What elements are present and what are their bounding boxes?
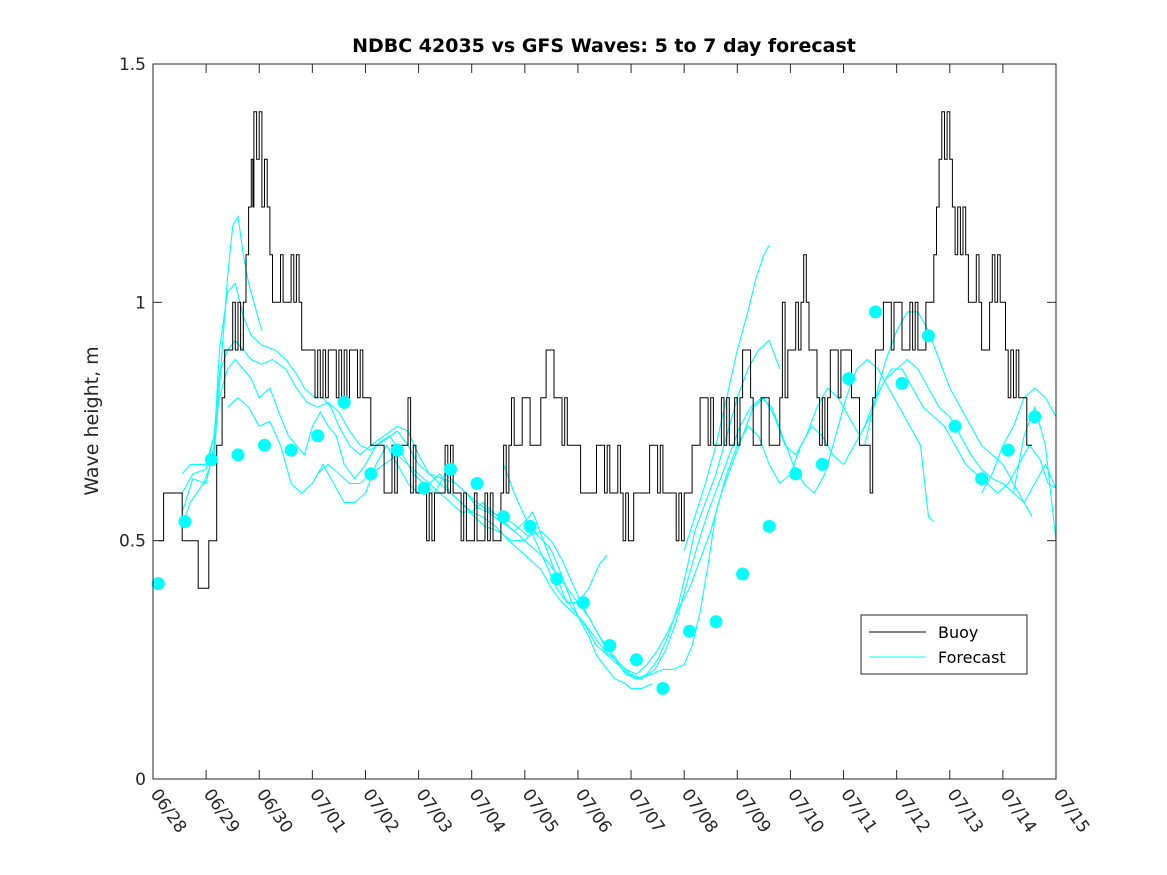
forecast-marker — [284, 443, 298, 457]
forecast-marker — [629, 653, 643, 667]
forecast-marker — [922, 329, 935, 343]
forecast-marker — [151, 577, 165, 591]
forecast-marker — [204, 453, 218, 467]
forecast-marker — [762, 519, 776, 533]
y-tick-label: 1 — [135, 293, 146, 313]
forecast-marker — [1028, 410, 1042, 424]
legend-box — [860, 614, 1028, 675]
x-tick-label: 07/04 — [465, 785, 509, 837]
forecast-marker — [550, 572, 564, 586]
forecast-marker — [868, 305, 882, 319]
x-tick-label: 07/12 — [890, 785, 934, 837]
y-tick-label: 1.5 — [119, 55, 146, 75]
forecast-marker — [311, 429, 325, 443]
x-tick-label: 07/08 — [677, 785, 721, 837]
x-tick-label: 07/06 — [571, 785, 615, 837]
x-tick-label: 07/09 — [730, 785, 774, 837]
y-tick-label: 0 — [135, 770, 146, 790]
forecast-line — [864, 311, 1033, 518]
forecast-line — [1012, 405, 1057, 541]
forecast-line — [181, 214, 263, 527]
x-tick-label: 07/13 — [943, 785, 987, 837]
forecast-marker — [576, 596, 590, 610]
forecast-marker — [231, 448, 245, 462]
forecast-marker — [390, 443, 404, 457]
forecast-marker — [789, 467, 803, 481]
x-tick-label: 07/14 — [996, 785, 1040, 837]
plot-frame — [152, 63, 1057, 780]
x-tick-label: 07/03 — [411, 785, 455, 837]
forecast-marker — [470, 477, 484, 490]
forecast-line — [503, 464, 608, 604]
forecast-marker — [1001, 443, 1015, 457]
forecast-marker — [497, 510, 511, 524]
forecast-marker — [683, 624, 696, 638]
forecast-line — [683, 244, 770, 551]
forecast-marker — [444, 462, 457, 476]
x-tick-label: 07/10 — [783, 785, 827, 837]
y-tick-label: 0.5 — [119, 532, 146, 552]
forecast-line — [317, 358, 935, 680]
forecast-marker — [709, 615, 723, 629]
x-tick-label: 06/28 — [146, 785, 190, 837]
forecast-marker — [842, 372, 856, 386]
x-tick-label: 07/11 — [836, 785, 880, 837]
legend-forecast-label: Forecast — [938, 648, 1006, 667]
chart-title: NDBC 42035 vs GFS Waves: 5 to 7 day fore… — [352, 35, 856, 57]
x-tick-label: 06/29 — [199, 785, 243, 837]
forecast-line — [227, 368, 1057, 675]
forecast-marker — [603, 639, 617, 652]
forecast-marker — [815, 457, 829, 471]
legend: Buoy Forecast — [860, 614, 1028, 675]
forecast-marker — [523, 519, 537, 533]
forecast-markers — [151, 305, 1042, 695]
forecast-marker — [417, 481, 431, 495]
forecast-marker — [178, 515, 192, 529]
y-axis-ticks: 0 0.5 1 1.5 — [119, 55, 1056, 790]
forecast-marker — [948, 419, 962, 433]
x-tick-label: 07/07 — [624, 785, 668, 837]
x-tick-label: 06/30 — [252, 785, 296, 837]
forecast-marker — [736, 567, 750, 581]
forecast-marker — [656, 681, 670, 695]
buoy-line-group — [158, 111, 1033, 589]
x-tick-label: 07/05 — [518, 785, 562, 837]
forecast-line — [181, 282, 653, 689]
forecast-line — [181, 358, 1057, 680]
buoy-line — [158, 111, 1033, 589]
forecast-marker — [364, 467, 378, 481]
forecast-marker — [975, 472, 989, 486]
forecast-marker — [337, 395, 351, 409]
x-tick-label: 07/02 — [358, 785, 402, 837]
y-axis-label: Wave height, m — [81, 346, 103, 495]
x-tick-label: 07/01 — [305, 785, 349, 837]
x-tick-label: 07/15 — [1049, 785, 1093, 837]
forecast-marker — [258, 438, 271, 452]
legend-buoy-label: Buoy — [938, 623, 978, 642]
forecast-line — [981, 387, 1057, 494]
forecast-marker — [895, 376, 909, 390]
